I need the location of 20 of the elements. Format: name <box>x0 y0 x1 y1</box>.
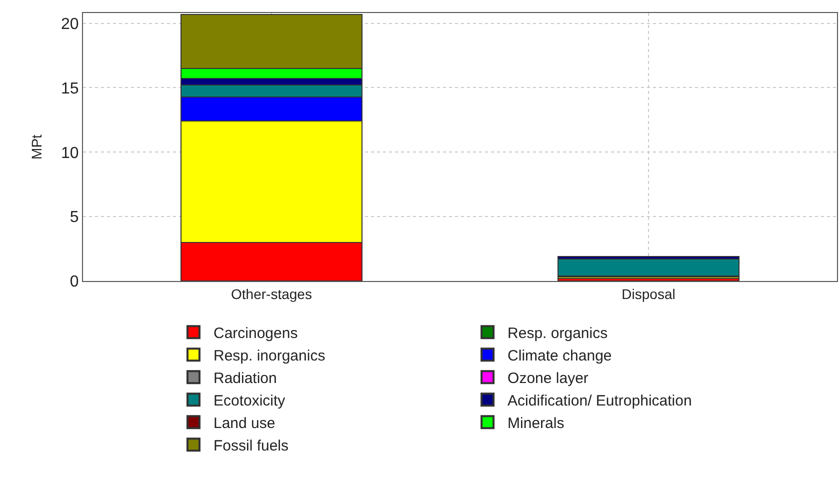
legend-label: Fossil fuels <box>213 437 289 454</box>
y-tick-label: 20 <box>61 16 79 33</box>
y-tick-label: 15 <box>61 80 79 98</box>
x-tick-label: Other-stages <box>231 286 312 302</box>
legend-label: Ozone layer <box>508 370 588 387</box>
legend-label: Climate change <box>508 347 612 364</box>
legend-label: Radiation <box>213 370 277 387</box>
x-tick-label: Disposal <box>622 286 676 302</box>
legend-label: Resp. inorganics <box>213 347 326 364</box>
legend-label: Resp. organics <box>508 324 608 342</box>
y-tick-label: 0 <box>70 274 79 291</box>
y-tick-label: 10 <box>61 144 79 162</box>
legend-label: Land use <box>213 414 276 432</box>
y-tick-label: 5 <box>70 209 79 226</box>
legend-label: Minerals <box>508 414 564 432</box>
legend-label: Ecotoxicity <box>213 392 286 410</box>
y-axis-title: MPt <box>28 134 45 160</box>
legend-label: Carcinogens <box>213 324 298 342</box>
bar <box>558 258 740 276</box>
legend-label: Acidification/ Eutrophication <box>508 392 692 410</box>
